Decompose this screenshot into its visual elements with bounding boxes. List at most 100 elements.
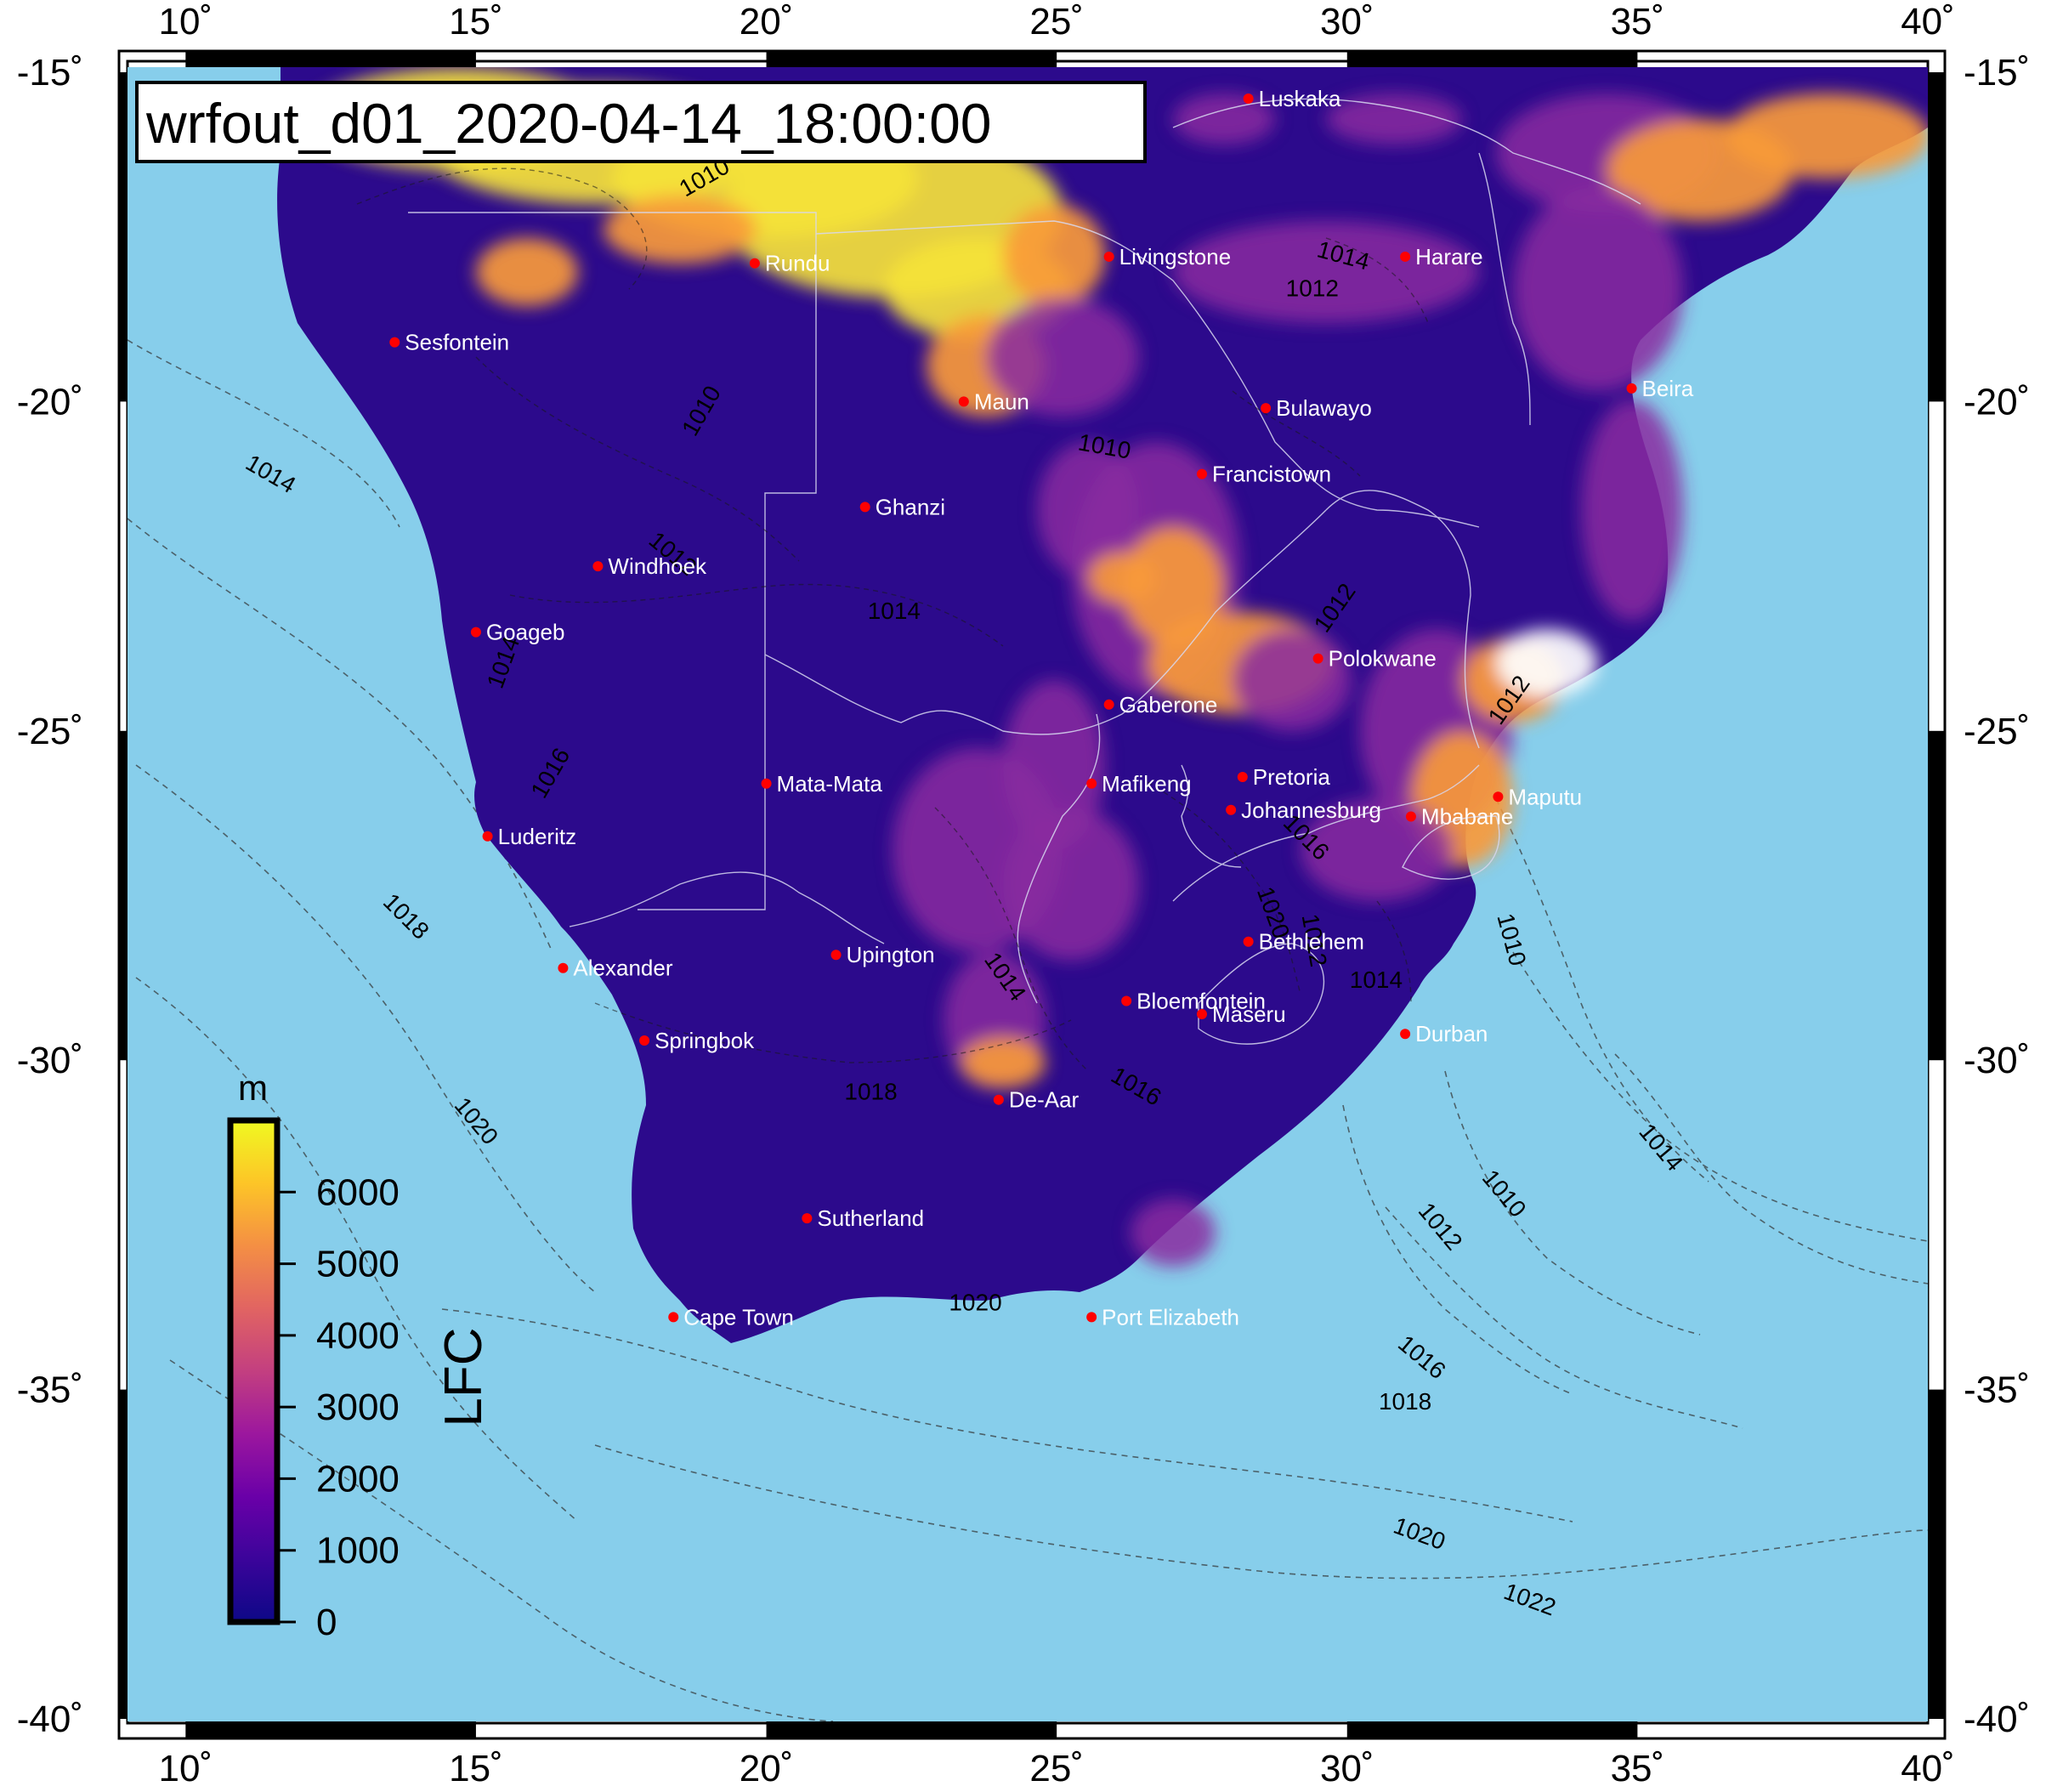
y-axis-label-left: -30˚ bbox=[17, 1040, 83, 1081]
city-marker bbox=[1086, 778, 1097, 789]
colorbar-unit: m bbox=[238, 1068, 268, 1108]
city-marker bbox=[1312, 653, 1323, 664]
frame-tick-bar bbox=[766, 51, 1057, 67]
city-label: De-Aar bbox=[1009, 1087, 1080, 1113]
city-label: Sutherland bbox=[817, 1205, 924, 1231]
lfc-patch bbox=[986, 298, 1139, 417]
isobar-label: 1020 bbox=[949, 1290, 1001, 1316]
frame-tick-bar bbox=[1928, 72, 1945, 402]
colorbar-label: LFC bbox=[434, 1327, 493, 1426]
axis-labels: 10˚ 10˚ 15˚ 15˚ 20˚ 20˚ 25˚ 25˚ 30˚ 30˚ 35˚ 35˚ 40˚ 4… bbox=[17, 1, 2031, 1789]
x-axis-label-top: 10˚ bbox=[159, 1, 213, 43]
city-marker bbox=[1400, 1029, 1411, 1040]
city-label: Windhoek bbox=[608, 553, 707, 579]
lfc-patch bbox=[1173, 94, 1275, 145]
y-axis-label-left: -15˚ bbox=[17, 52, 83, 94]
lfc-patch bbox=[1581, 400, 1683, 621]
city-marker bbox=[668, 1312, 679, 1323]
city-label: Cape Town bbox=[683, 1304, 794, 1330]
frame-tick-bar bbox=[1928, 1389, 1945, 1719]
frame-tick-bar bbox=[119, 730, 129, 1061]
city-marker bbox=[1196, 1008, 1207, 1019]
city-label: Port Elizabeth bbox=[1102, 1304, 1239, 1330]
x-axis-label-bottom: 15˚ bbox=[449, 1748, 503, 1789]
city-marker bbox=[958, 396, 969, 407]
city-label: Pretoria bbox=[1253, 764, 1331, 790]
city-label: Mafikeng bbox=[1102, 771, 1192, 797]
y-axis-label-left: -20˚ bbox=[17, 381, 83, 422]
x-axis-label-bottom: 20˚ bbox=[740, 1748, 794, 1789]
colorbar-tick-label: 3000 bbox=[316, 1387, 400, 1428]
city-label: Maun bbox=[974, 388, 1029, 414]
city-markers: Luskaka Rundu Livingstone Harare Sesfontein B… bbox=[389, 86, 1694, 1330]
city-label: Springbok bbox=[655, 1028, 755, 1053]
frame-tick-bar bbox=[185, 51, 476, 67]
city-label: Maputu bbox=[1508, 784, 1582, 809]
lfc-patch bbox=[1088, 553, 1156, 604]
lfc-patch bbox=[1037, 442, 1139, 578]
city-marker bbox=[1103, 699, 1114, 710]
city-marker bbox=[749, 258, 760, 269]
x-axis-label-top: 15˚ bbox=[449, 1, 503, 43]
city-marker bbox=[470, 627, 481, 638]
city-marker bbox=[558, 962, 569, 973]
frame-tick-bar bbox=[1928, 730, 1945, 1061]
colorbar-tick-label: 5000 bbox=[316, 1244, 400, 1285]
frame-tick-bar bbox=[119, 72, 129, 402]
city-marker bbox=[1493, 791, 1504, 802]
lfc-patch bbox=[1496, 629, 1598, 697]
isobar-label: 1014 bbox=[868, 598, 921, 624]
city-marker bbox=[1400, 251, 1411, 262]
colorbar: m 6000 5000 4000 3000 2000 1000 0 LFC bbox=[227, 1068, 493, 1643]
colorbar-tick-label: 2000 bbox=[316, 1458, 400, 1500]
x-axis-label-bottom: 30˚ bbox=[1320, 1748, 1374, 1789]
city-marker bbox=[1086, 1312, 1097, 1323]
city-label: Luderitz bbox=[498, 824, 577, 849]
city-marker bbox=[1243, 93, 1254, 104]
city-marker bbox=[1196, 468, 1207, 479]
lfc-patch bbox=[1326, 94, 1462, 145]
city-marker bbox=[592, 561, 604, 572]
city-label: Luskaka bbox=[1259, 86, 1341, 111]
city-label: Ghanzi bbox=[876, 494, 945, 519]
x-axis-label-bottom: 40˚ bbox=[1901, 1748, 1955, 1789]
y-axis-label-right: -20˚ bbox=[1964, 381, 2030, 422]
city-marker bbox=[639, 1035, 650, 1046]
city-label: Beira bbox=[1642, 376, 1694, 401]
city-marker bbox=[802, 1213, 813, 1224]
land-lfc-base bbox=[277, 67, 1928, 1343]
map-title: wrfout_d01_2020-04-14_18:00:00 bbox=[145, 92, 991, 155]
city-marker bbox=[389, 337, 400, 348]
y-axis-label-right: -25˚ bbox=[1964, 711, 2030, 752]
map-frame bbox=[117, 49, 1947, 1740]
country-borders bbox=[408, 98, 1641, 1045]
city-marker bbox=[859, 502, 870, 513]
city-marker bbox=[1226, 804, 1237, 815]
x-axis-label-bottom: 35˚ bbox=[1611, 1748, 1665, 1789]
lfc-patch bbox=[1173, 221, 1479, 323]
isobar-label: 1012 bbox=[1286, 275, 1339, 301]
city-label: Maseru bbox=[1212, 1001, 1286, 1027]
lfc-patch bbox=[1122, 527, 1224, 646]
frame-tick-bar bbox=[119, 1389, 129, 1719]
colorbar-ticks: 6000 5000 4000 3000 2000 1000 0 bbox=[277, 1171, 400, 1643]
y-axis-label-right: -15˚ bbox=[1964, 52, 2030, 94]
city-label: Mbabane bbox=[1421, 804, 1513, 830]
colorbar-tick-label: 1000 bbox=[316, 1530, 400, 1572]
city-label: Harare bbox=[1415, 244, 1482, 269]
frame-tick-bar bbox=[185, 1721, 476, 1738]
lfc-patch bbox=[1233, 629, 1352, 731]
city-label: Durban bbox=[1415, 1021, 1488, 1046]
frame-tick-bar bbox=[1346, 1721, 1638, 1738]
isobar-lines-ocean bbox=[128, 339, 1928, 1721]
city-label: Johannesburg bbox=[1241, 797, 1381, 823]
y-axis-label-left: -35˚ bbox=[17, 1370, 83, 1411]
isobar-label: 1014 bbox=[1350, 967, 1403, 993]
frame-tick-bar bbox=[766, 1721, 1057, 1738]
isobar-label: 1018 bbox=[1379, 1388, 1431, 1415]
lfc-patch bbox=[1301, 799, 1454, 901]
lfc-patch bbox=[1003, 204, 1105, 306]
city-label: Livingstone bbox=[1119, 244, 1232, 269]
city-marker bbox=[1121, 995, 1132, 1007]
